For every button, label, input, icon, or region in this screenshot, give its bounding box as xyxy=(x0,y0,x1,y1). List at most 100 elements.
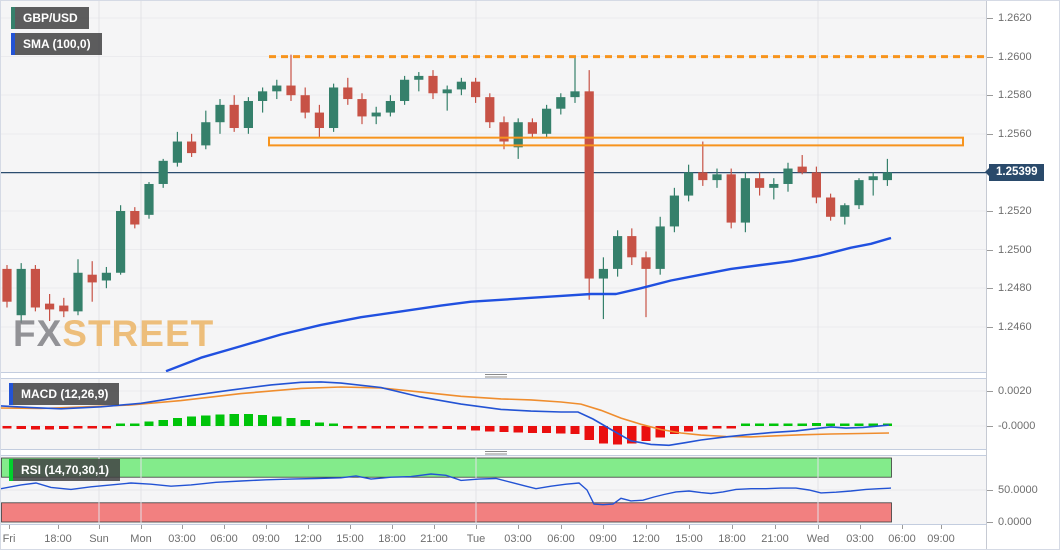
candle-body xyxy=(87,274,97,283)
macd-histogram-bar xyxy=(385,426,395,429)
macd-label: MACD (12,26,9) xyxy=(21,387,109,401)
macd-histogram-bar xyxy=(243,414,253,426)
candle-body xyxy=(343,87,353,100)
x-axis-tick xyxy=(308,525,309,529)
candle-body xyxy=(158,160,168,184)
price-axis-label-tick xyxy=(987,56,993,58)
candle-body xyxy=(499,122,509,142)
x-axis-label: 09:00 xyxy=(927,533,955,545)
macd-axis-label: -0.0000 xyxy=(998,420,1036,432)
macd-histogram-bar xyxy=(87,426,97,429)
macd-histogram-bar xyxy=(272,416,282,426)
time-axis[interactable]: Fri 18:00 Sun Mon 03:00 06:00 09:00 12:00 15:00 1… xyxy=(1,524,986,549)
macd-legend-chip[interactable]: MACD (12,26,9) xyxy=(9,383,120,405)
macd-histogram-bar xyxy=(471,426,481,431)
candle-body xyxy=(45,303,55,310)
x-axis-label: 03:00 xyxy=(504,533,532,545)
price-axis-label: 1.2620 xyxy=(998,12,1032,24)
rsi-legend-chip[interactable]: RSI (14,70,30,1) xyxy=(9,459,121,481)
macd-chart-canvas[interactable] xyxy=(1,379,986,449)
x-axis-tick xyxy=(646,525,647,529)
price-axis[interactable]: 1.25399 1.2620 1.2600 1.2580 1.2560 1.2520 1.… xyxy=(986,1,1059,549)
candle-body xyxy=(16,268,26,316)
macd-histogram-bar xyxy=(698,426,708,430)
price-axis-label: 1.2580 xyxy=(998,89,1032,102)
macd-signal-line xyxy=(1,386,890,438)
macd-histogram-bar xyxy=(726,426,736,429)
x-axis-tick xyxy=(860,525,861,529)
rsi-gridlines xyxy=(1,456,986,524)
candle-body xyxy=(116,211,126,273)
price-axis-label: 1.2480 xyxy=(998,282,1032,295)
resize-grip-icon xyxy=(485,374,507,379)
candle-body xyxy=(755,178,765,188)
price-axis-label: 1.2560 xyxy=(998,127,1032,140)
x-axis-label: 21:00 xyxy=(761,533,789,545)
rsi-chart-canvas[interactable] xyxy=(1,456,986,524)
rsi-panel[interactable]: RSI (14,70,30,1) xyxy=(1,456,986,524)
x-axis-label: 03:00 xyxy=(846,533,874,545)
x-axis-label: 12:00 xyxy=(632,533,660,545)
candle-body xyxy=(882,172,892,181)
candle-body xyxy=(641,257,651,269)
price-axis-label-tick xyxy=(987,288,993,290)
symbol-label: GBP/USD xyxy=(23,11,78,25)
candle-body xyxy=(59,305,69,312)
price-axis-label: 1.2520 xyxy=(998,205,1032,217)
macd-histogram-bar xyxy=(755,423,765,426)
x-axis-label: 09:00 xyxy=(589,533,617,545)
x-axis-label: Sun xyxy=(89,533,109,545)
macd-histogram-bar xyxy=(158,419,168,426)
panel-resize-handle-macd[interactable] xyxy=(1,372,1059,379)
watermark-fx: FX xyxy=(13,313,63,354)
macd-gridlines xyxy=(1,379,986,449)
macd-histogram-bar xyxy=(215,414,225,426)
candle-body xyxy=(414,75,424,80)
x-axis-label: 18:00 xyxy=(378,533,406,545)
x-axis-tick xyxy=(775,525,776,529)
rsi-axis-label: 0.0000 xyxy=(998,516,1032,528)
macd-panel[interactable]: MACD (12,26,9) xyxy=(1,379,986,449)
candle-body xyxy=(30,268,40,308)
candle-body xyxy=(229,104,239,129)
macd-histogram-bar xyxy=(116,423,126,426)
x-axis-tick xyxy=(350,525,351,529)
resistance-zone-box xyxy=(268,136,964,147)
rsi-line xyxy=(1,473,892,506)
sma-legend-chip[interactable]: SMA (100,0) xyxy=(11,33,102,55)
macd-axis-label: 0.0020 xyxy=(998,385,1032,397)
macd-histogram-bar xyxy=(229,413,239,426)
macd-histogram-bar xyxy=(16,426,26,430)
macd-histogram xyxy=(2,413,892,445)
candle-body xyxy=(740,178,750,223)
candle-body xyxy=(598,268,608,279)
macd-axis-label-tick xyxy=(987,426,993,427)
macd-histogram-bar xyxy=(456,426,466,430)
candle-body xyxy=(314,112,324,129)
candle-body xyxy=(584,91,594,279)
candle-body xyxy=(627,236,637,258)
x-axis-tick xyxy=(182,525,183,529)
price-chart-canvas[interactable] xyxy=(1,1,986,372)
price-axis-label: 1.2600 xyxy=(998,50,1032,63)
rsi-label: RSI (14,70,30,1) xyxy=(21,463,110,477)
macd-histogram-bar xyxy=(712,426,722,429)
x-axis-tick xyxy=(732,525,733,529)
price-panel[interactable]: FXSTREET GBP/USD SMA (100,0) xyxy=(1,1,986,372)
macd-histogram-bar xyxy=(868,423,878,426)
macd-histogram-bar xyxy=(840,423,850,426)
current-price-badge: 1.25399 xyxy=(989,163,1044,182)
x-axis-tick xyxy=(58,525,59,529)
macd-histogram-bar xyxy=(740,423,750,426)
macd-histogram-bar xyxy=(485,426,495,432)
symbol-legend-chip[interactable]: GBP/USD xyxy=(11,7,89,29)
x-axis-label: 06:00 xyxy=(547,533,575,545)
candle-body xyxy=(485,97,495,123)
panel-resize-handle-rsi[interactable] xyxy=(1,449,1059,456)
rsi-axis-label-tick xyxy=(987,522,993,523)
macd-line xyxy=(1,381,890,447)
candle-body xyxy=(570,91,580,98)
candle-body xyxy=(669,195,679,227)
candle-body xyxy=(243,100,253,129)
x-axis-label: 18:00 xyxy=(718,533,746,545)
